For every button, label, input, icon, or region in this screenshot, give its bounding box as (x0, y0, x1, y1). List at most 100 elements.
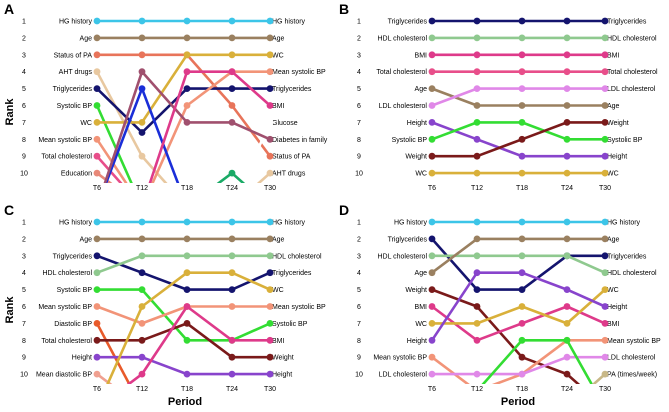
left-variable-label: Triglycerides (388, 19, 428, 26)
series-point (563, 336, 571, 344)
series-point (138, 320, 146, 327)
series-point (183, 17, 191, 25)
series-point (563, 370, 571, 378)
series-point (93, 235, 101, 243)
series-point (228, 235, 236, 243)
period-tick-label: T24 (226, 185, 238, 192)
rank-tick-label: 10 (355, 171, 363, 178)
series-point (473, 152, 481, 160)
right-variable-label: Age (272, 236, 285, 243)
series-point (266, 370, 274, 378)
series-point (563, 286, 571, 293)
series-point (93, 152, 101, 160)
series-point (601, 119, 609, 126)
period-tick-label: T30 (264, 386, 276, 393)
series-point (473, 235, 481, 243)
series-point (601, 370, 609, 378)
series-point (518, 218, 526, 226)
right-variable-label: Height (607, 154, 627, 161)
series-point (428, 102, 436, 109)
series-line (241, 121, 272, 183)
series-point (93, 135, 101, 143)
right-variable-label: Height (272, 372, 292, 379)
period-tick-label: T24 (226, 386, 238, 393)
series-point (473, 135, 481, 143)
series-point (473, 85, 481, 92)
series-point (228, 269, 236, 277)
rank-tick-label: 2 (22, 236, 26, 243)
series-point (228, 303, 236, 310)
series-point (93, 68, 101, 76)
series-point (428, 119, 436, 126)
left-variable-label: LDL cholesterol (379, 372, 428, 379)
left-variable-label: Systolic BP (392, 137, 428, 144)
series-point (428, 85, 436, 92)
left-variable-label: WC (415, 171, 427, 178)
series-point (266, 269, 274, 277)
series-point (93, 370, 101, 378)
series-point (563, 34, 571, 42)
left-variable-label: Mean systolic BP (38, 137, 92, 144)
rank-tick-label: 4 (22, 69, 26, 76)
right-variable-label: WC (607, 171, 619, 178)
series-point (428, 34, 436, 42)
series-point (93, 85, 101, 92)
series-point (266, 17, 274, 25)
series-point (601, 169, 609, 177)
rank-tick-label: 8 (22, 338, 26, 345)
series-point (473, 51, 481, 59)
rank-tick-label: 6 (357, 103, 361, 110)
series-point (473, 218, 481, 226)
series-point (266, 51, 274, 59)
series-point (93, 51, 101, 59)
period-tick-label: T30 (264, 185, 276, 192)
left-variable-label: Systolic BP (57, 103, 93, 110)
series-point (183, 286, 191, 293)
rank-tick-label: 8 (22, 137, 26, 144)
series-point (518, 320, 526, 327)
rank-tick-label: 3 (357, 52, 361, 59)
panel-letter: A (4, 1, 14, 17)
period-tick-label: T6 (93, 185, 101, 192)
left-variable-label: HG history (59, 220, 93, 227)
series-point (563, 235, 571, 243)
series-point (93, 169, 101, 177)
rank-tick-label: 3 (22, 52, 26, 59)
left-variable-label: Height (72, 355, 92, 362)
series-point (601, 286, 609, 293)
series-point (563, 119, 571, 126)
period-tick-label: T12 (136, 185, 148, 192)
series-point (183, 85, 191, 92)
right-variable-label: Age (607, 236, 620, 243)
series-point (518, 152, 526, 160)
panel-d: D 1 2 3 4 5 6 7 8 9 10 HG history Triglycerides HDL c… (339, 202, 661, 393)
series-point (428, 68, 436, 76)
series-point (138, 370, 146, 378)
series-point (228, 353, 236, 361)
series-point (183, 102, 191, 109)
left-variable-label: HG history (394, 220, 428, 227)
left-variable-label: Mean systolic BP (38, 304, 92, 311)
period-tick-label: T6 (93, 386, 101, 393)
series-point (601, 320, 609, 327)
series-point (473, 269, 481, 277)
series-point (183, 119, 191, 126)
series-point (138, 269, 146, 277)
series-point (138, 303, 146, 310)
series-line (96, 305, 270, 325)
series-point (228, 252, 236, 260)
series-point (601, 17, 609, 25)
period-tick-label: T30 (599, 185, 611, 192)
series-point (563, 51, 571, 59)
period-tick-label: T24 (561, 185, 573, 192)
panel-a: A 1 2 3 4 5 6 7 8 9 10 HG history Age Status of PA AHT… (4, 1, 328, 192)
series-point (518, 303, 526, 310)
series-point (93, 353, 101, 361)
series-point (138, 129, 146, 136)
right-variable-label: BMI (607, 321, 620, 328)
series-point (518, 85, 526, 92)
left-variable-label: Age (415, 270, 428, 277)
series-point (563, 152, 571, 160)
series-point (601, 51, 609, 59)
series-point (563, 320, 571, 327)
